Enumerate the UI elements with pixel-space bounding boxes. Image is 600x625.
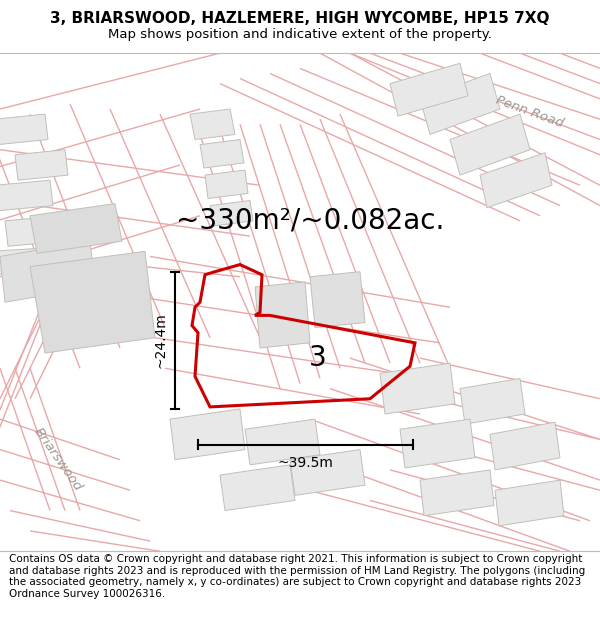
Polygon shape [205,170,248,199]
Polygon shape [495,480,564,526]
Polygon shape [290,449,365,496]
Polygon shape [245,419,320,465]
Polygon shape [390,63,468,116]
Polygon shape [420,470,494,516]
Polygon shape [30,204,122,253]
Polygon shape [0,180,53,211]
Polygon shape [170,409,245,460]
Polygon shape [380,363,455,414]
Polygon shape [200,139,244,168]
Polygon shape [5,216,63,246]
Polygon shape [255,282,310,348]
Text: 3, BRIARSWOOD, HAZLEMERE, HIGH WYCOMBE, HP15 7XQ: 3, BRIARSWOOD, HAZLEMERE, HIGH WYCOMBE, … [50,11,550,26]
Polygon shape [490,422,560,470]
Polygon shape [480,152,552,208]
Text: Penn Road: Penn Road [494,94,566,131]
Polygon shape [0,114,48,144]
Text: 3: 3 [309,344,327,372]
Polygon shape [400,419,475,468]
Polygon shape [15,150,68,180]
Polygon shape [0,241,95,302]
Text: ~24.4m: ~24.4m [154,312,168,368]
Polygon shape [190,109,235,139]
Text: Map shows position and indicative extent of the property.: Map shows position and indicative extent… [108,28,492,41]
Polygon shape [210,201,253,226]
Polygon shape [460,378,525,424]
Text: Briarswood: Briarswood [31,426,85,494]
Text: Contains OS data © Crown copyright and database right 2021. This information is : Contains OS data © Crown copyright and d… [9,554,585,599]
Polygon shape [420,74,500,134]
Polygon shape [450,114,530,175]
Text: ~330m²/~0.082ac.: ~330m²/~0.082ac. [176,207,444,235]
Polygon shape [0,248,42,275]
Text: ~39.5m: ~39.5m [278,456,334,470]
Polygon shape [220,465,295,511]
Polygon shape [30,251,155,353]
Polygon shape [310,272,365,328]
